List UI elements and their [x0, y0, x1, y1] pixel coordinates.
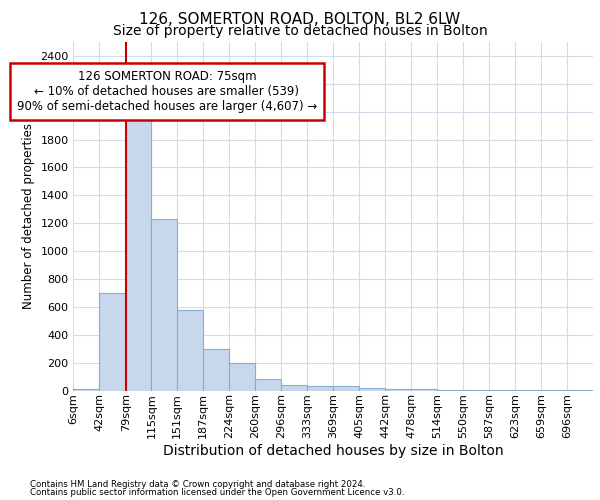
- Bar: [177, 310, 203, 390]
- Bar: [255, 380, 281, 390]
- Text: 126, SOMERTON ROAD, BOLTON, BL2 6LW: 126, SOMERTON ROAD, BOLTON, BL2 6LW: [139, 12, 461, 28]
- Text: Size of property relative to detached houses in Bolton: Size of property relative to detached ho…: [113, 24, 487, 38]
- Bar: [333, 386, 359, 390]
- Text: 126 SOMERTON ROAD: 75sqm
← 10% of detached houses are smaller (539)
90% of semi-: 126 SOMERTON ROAD: 75sqm ← 10% of detach…: [17, 70, 317, 113]
- Y-axis label: Number of detached properties: Number of detached properties: [22, 124, 35, 310]
- Bar: [125, 120, 151, 390]
- Text: Contains public sector information licensed under the Open Government Licence v3: Contains public sector information licen…: [30, 488, 404, 497]
- Bar: [151, 219, 177, 390]
- Bar: [99, 293, 125, 390]
- X-axis label: Distribution of detached houses by size in Bolton: Distribution of detached houses by size …: [163, 444, 503, 458]
- Bar: [411, 389, 437, 390]
- Bar: [359, 388, 385, 390]
- Text: Contains HM Land Registry data © Crown copyright and database right 2024.: Contains HM Land Registry data © Crown c…: [30, 480, 365, 489]
- Bar: [307, 386, 333, 390]
- Bar: [203, 349, 229, 391]
- Bar: [73, 389, 99, 390]
- Bar: [281, 384, 307, 390]
- Bar: [385, 388, 411, 390]
- Bar: [229, 362, 255, 390]
